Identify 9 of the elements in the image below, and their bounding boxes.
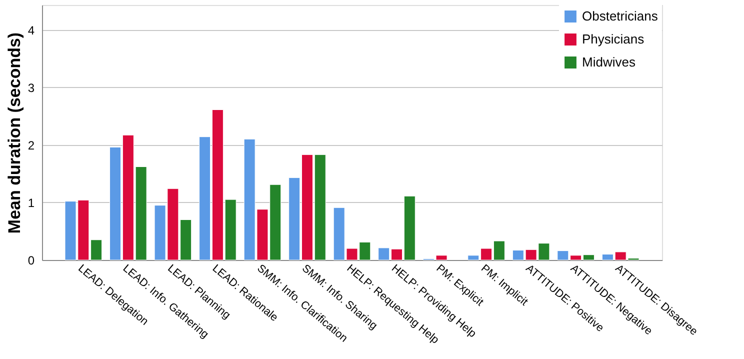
legend-label: Midwives: [582, 54, 636, 70]
y-tick-label: 4: [28, 23, 35, 38]
legend-label: Physicians: [582, 32, 645, 46]
y-tick-label: 1: [28, 196, 35, 210]
y-tick-label: 0: [28, 254, 35, 268]
y-axis-title: Mean duration (seconds): [4, 32, 24, 234]
legend-label: Obstetricians: [582, 8, 658, 24]
y-tick-label: 2: [28, 138, 35, 152]
y-tick-label: 3: [28, 80, 35, 95]
